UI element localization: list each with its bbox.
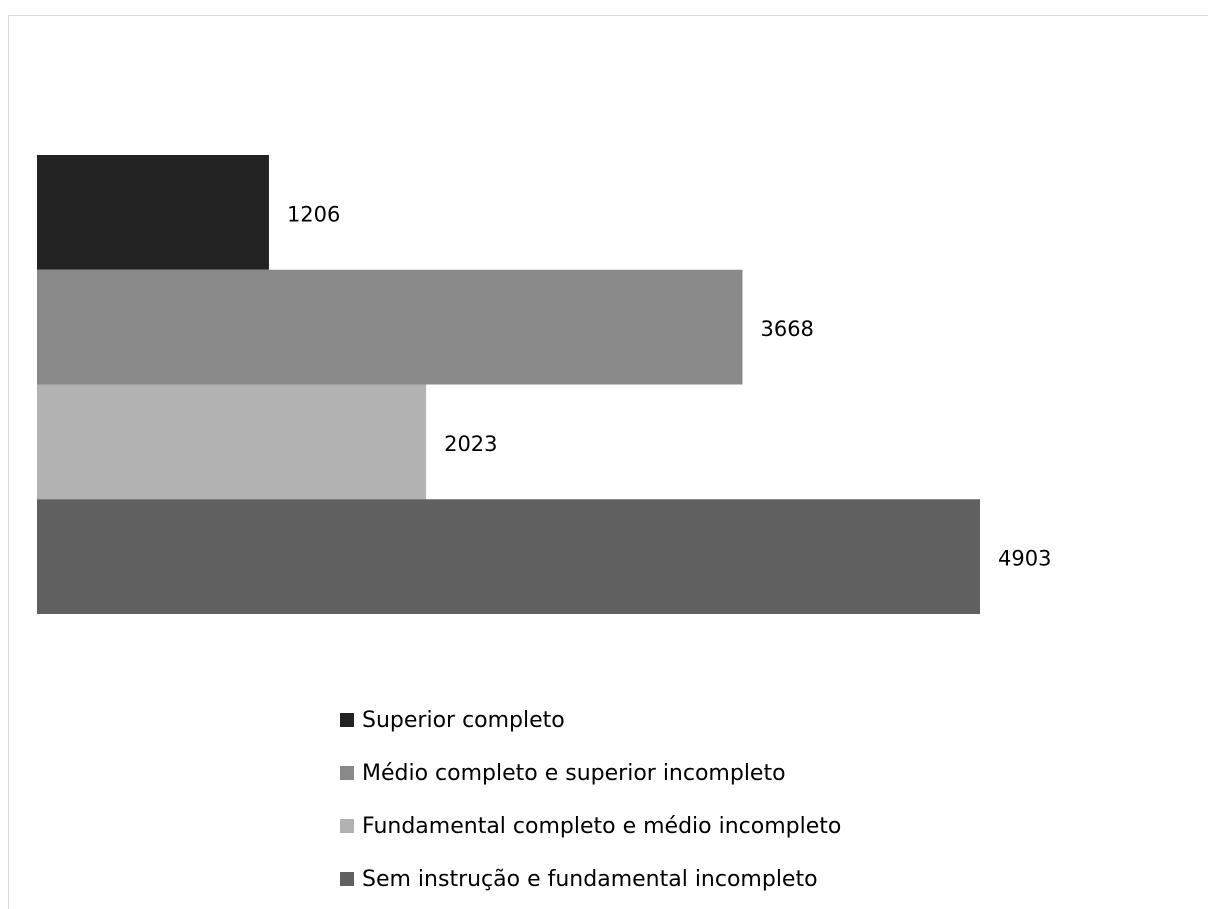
bar: [37, 384, 427, 500]
legend-label: Fundamental completo e médio incompleto: [362, 814, 841, 839]
legend-label: Médio completo e superior incompleto: [362, 761, 786, 786]
chart-border: [8, 15, 1208, 909]
legend-label: Sem instrução e fundamental incompleto: [362, 867, 818, 892]
value-label: 3668: [760, 317, 813, 341]
bar: [37, 269, 743, 385]
legend-swatch: [340, 713, 354, 727]
legend-swatch: [340, 872, 354, 886]
value-label: 4903: [998, 547, 1051, 571]
bar: [37, 155, 269, 270]
legend-swatch: [340, 819, 354, 833]
legend-swatch: [340, 766, 354, 780]
value-label: 2023: [444, 432, 497, 456]
legend-label: Superior completo: [362, 708, 565, 733]
bar: [37, 499, 980, 614]
value-label: 1206: [287, 202, 340, 226]
